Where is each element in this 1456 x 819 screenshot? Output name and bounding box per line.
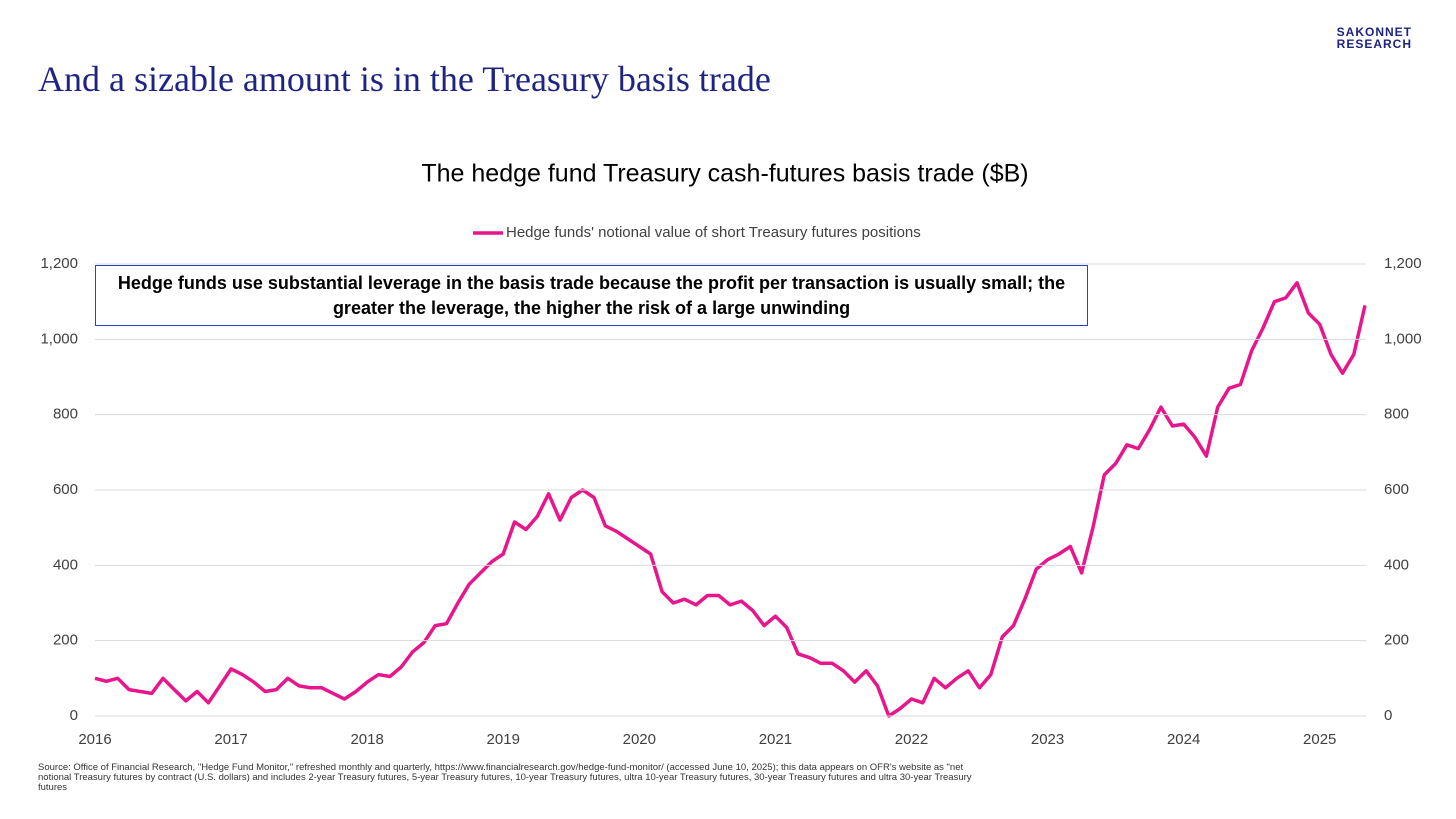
slide-title: And a sizable amount is in the Treasury … [38,59,771,99]
legend-label: Hedge funds' notional value of short Tre… [506,224,921,241]
x-tick-label: 2021 [759,731,792,748]
y2-tick-label: 200 [1384,632,1409,649]
x-tick-label: 2020 [623,731,656,748]
y-tick-label: 800 [53,406,78,423]
x-tick-label: 2024 [1167,731,1200,748]
y-tick-label: 600 [53,481,78,498]
x-tick-label: 2016 [78,731,111,748]
y2-tick-label: 1,200 [1384,255,1422,272]
y-tick-label: 400 [53,556,78,573]
chart-title: The hedge fund Treasury cash-futures bas… [421,160,1028,188]
annotation: Hedge funds use substantial leverage in … [95,265,1088,326]
chart: Hedge funds' notional value of short Tre… [40,160,1422,748]
y2-tick-label: 400 [1384,556,1409,573]
x-tick-label: 2023 [1031,731,1064,748]
y-tick-label: 0 [70,707,78,724]
y-tick-label: 200 [53,632,78,649]
x-tick-label: 2022 [895,731,928,748]
data-line [94,281,1367,718]
x-tick-label: 2019 [487,731,520,748]
y2-tick-label: 600 [1384,481,1409,498]
y2-tick-label: 800 [1384,406,1409,423]
y2-tick-label: 1,000 [1384,330,1422,347]
logo: SAKONNET [1336,25,1412,39]
y2-tick-label: 0 [1384,707,1392,724]
x-tick-label: 2017 [214,731,247,748]
source-note: Source: Office of Financial Research, "H… [38,762,972,793]
x-tick-label: 2018 [350,731,383,748]
y-tick-label: 1,200 [40,255,78,272]
y-tick-label: 1,000 [40,330,78,347]
logo: RESEARCH [1336,37,1412,51]
x-tick-label: 2025 [1303,731,1336,748]
